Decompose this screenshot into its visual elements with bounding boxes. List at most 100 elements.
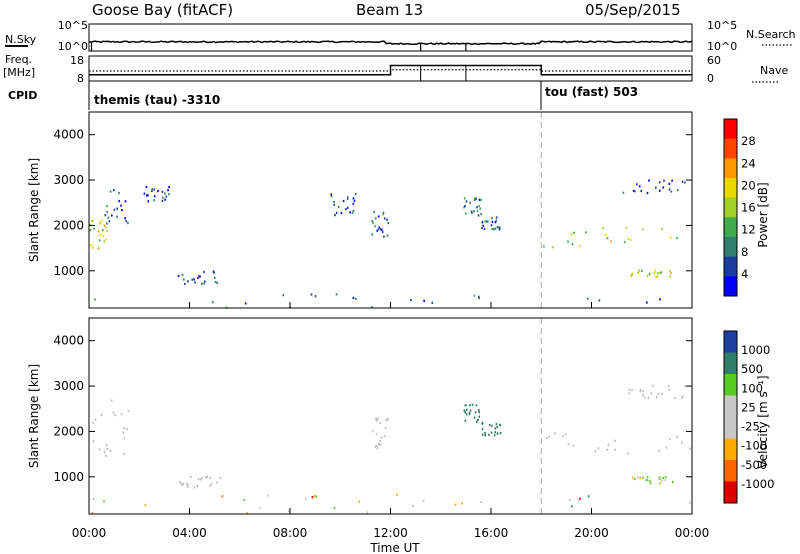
echo-cell bbox=[165, 195, 168, 198]
echo-cell bbox=[381, 230, 384, 233]
echo-cell bbox=[658, 271, 660, 275]
echo-cell bbox=[378, 226, 381, 229]
echo-cell bbox=[194, 281, 196, 284]
echo-cell bbox=[109, 190, 112, 193]
colorbar-swatch bbox=[724, 178, 737, 199]
echo-cell bbox=[221, 495, 224, 498]
echo-cell bbox=[337, 205, 340, 208]
echo-cell bbox=[641, 269, 643, 272]
echo-cell bbox=[104, 214, 107, 217]
freq-tick-bottom: 8 bbox=[77, 72, 84, 85]
echo-cell bbox=[567, 443, 570, 446]
echo-cell bbox=[546, 437, 548, 440]
nsearch-label: N.Search bbox=[746, 28, 796, 41]
echo-cell bbox=[314, 295, 317, 298]
echo-cell bbox=[118, 192, 120, 195]
echo-cell bbox=[186, 482, 188, 486]
colorbar-swatch bbox=[724, 352, 737, 375]
echo-cell bbox=[379, 443, 382, 446]
echo-cell bbox=[147, 200, 150, 203]
power-yticks: 4000 3000 2000 1000 bbox=[53, 128, 692, 278]
cpid-1: themis (tau) -3310 bbox=[94, 93, 220, 107]
echo-cell bbox=[498, 228, 501, 231]
echo-cell bbox=[481, 421, 484, 424]
echo-cell bbox=[168, 193, 170, 196]
echo-cell bbox=[668, 182, 671, 185]
colorbar-tick-label: -25 bbox=[741, 420, 760, 434]
colorbar-swatch bbox=[724, 374, 737, 396]
echo-cell bbox=[670, 190, 673, 193]
range-tick-label: 2000 bbox=[53, 218, 84, 232]
velocity-heatmap bbox=[91, 318, 691, 515]
echo-cell bbox=[213, 276, 216, 279]
echo-cell bbox=[653, 271, 655, 275]
velocity-colorbar-label: Velocity [m s⁻¹] bbox=[756, 375, 770, 468]
echo-cell bbox=[605, 233, 607, 236]
echo-cell bbox=[496, 426, 498, 429]
time-tick-label: 00:00 bbox=[675, 526, 710, 540]
echo-cell bbox=[657, 392, 660, 395]
station-title: Goose Bay (fitACF) bbox=[92, 1, 233, 19]
echo-cell bbox=[481, 221, 484, 224]
echo-cell bbox=[103, 500, 105, 503]
echo-cell bbox=[201, 282, 203, 285]
echo-cell bbox=[123, 437, 125, 440]
echo-cell bbox=[106, 229, 108, 232]
echo-cell bbox=[495, 216, 498, 219]
velocity-ylabel: Slant Range [km] bbox=[27, 364, 41, 468]
echo-cell bbox=[684, 181, 686, 184]
colorbar-swatch bbox=[724, 119, 737, 140]
echo-cell bbox=[197, 477, 200, 481]
echo-cell bbox=[614, 439, 616, 442]
echo-cell bbox=[214, 280, 217, 284]
echo-cell bbox=[386, 234, 389, 237]
echo-cell bbox=[664, 479, 666, 482]
echo-cell bbox=[654, 269, 656, 272]
echo-cell bbox=[661, 479, 663, 482]
echo-cell bbox=[671, 179, 673, 182]
echo-cell bbox=[189, 475, 192, 478]
echo-cell bbox=[463, 197, 466, 200]
echo-cell bbox=[470, 210, 473, 213]
range-tick-label: 1000 bbox=[53, 264, 84, 278]
echo-cell bbox=[104, 226, 107, 229]
date-title: 05/Sep/2015 bbox=[585, 1, 681, 19]
echo-cell bbox=[681, 180, 684, 183]
echo-cell bbox=[572, 444, 575, 447]
echo-cell bbox=[486, 220, 489, 223]
echo-cell bbox=[594, 450, 597, 453]
echo-cell bbox=[201, 476, 203, 480]
echo-cell bbox=[179, 480, 181, 483]
echo-cell bbox=[212, 301, 214, 304]
echo-cell bbox=[634, 190, 636, 193]
echo-cell bbox=[153, 195, 156, 198]
echo-cell bbox=[658, 181, 661, 184]
echo-cell bbox=[484, 434, 486, 437]
echo-cell bbox=[562, 435, 564, 438]
echo-cell bbox=[282, 294, 284, 297]
time-tick-label: 08:00 bbox=[273, 526, 308, 540]
echo-cell bbox=[548, 435, 550, 438]
echo-cell bbox=[157, 189, 159, 193]
echo-cell bbox=[164, 198, 166, 201]
power-heatmap bbox=[89, 112, 686, 309]
echo-cell bbox=[669, 437, 672, 440]
echo-cell bbox=[335, 211, 338, 214]
echo-cell bbox=[473, 294, 476, 297]
echo-cell bbox=[658, 477, 660, 480]
colorbar-tick-label: 20 bbox=[741, 178, 756, 192]
echo-cell bbox=[371, 306, 373, 309]
echo-cell bbox=[648, 479, 651, 482]
echo-cell bbox=[340, 212, 343, 215]
echo-cell bbox=[377, 215, 380, 218]
echo-cell bbox=[660, 271, 662, 274]
echo-cell bbox=[689, 447, 691, 450]
echo-cell bbox=[681, 441, 683, 444]
echo-cell bbox=[209, 484, 212, 488]
echo-cell bbox=[164, 192, 166, 195]
echo-cell bbox=[631, 389, 633, 392]
echo-cell bbox=[92, 498, 95, 501]
echo-cell bbox=[108, 220, 111, 223]
echo-cell bbox=[333, 201, 335, 204]
echo-cell bbox=[116, 207, 118, 210]
